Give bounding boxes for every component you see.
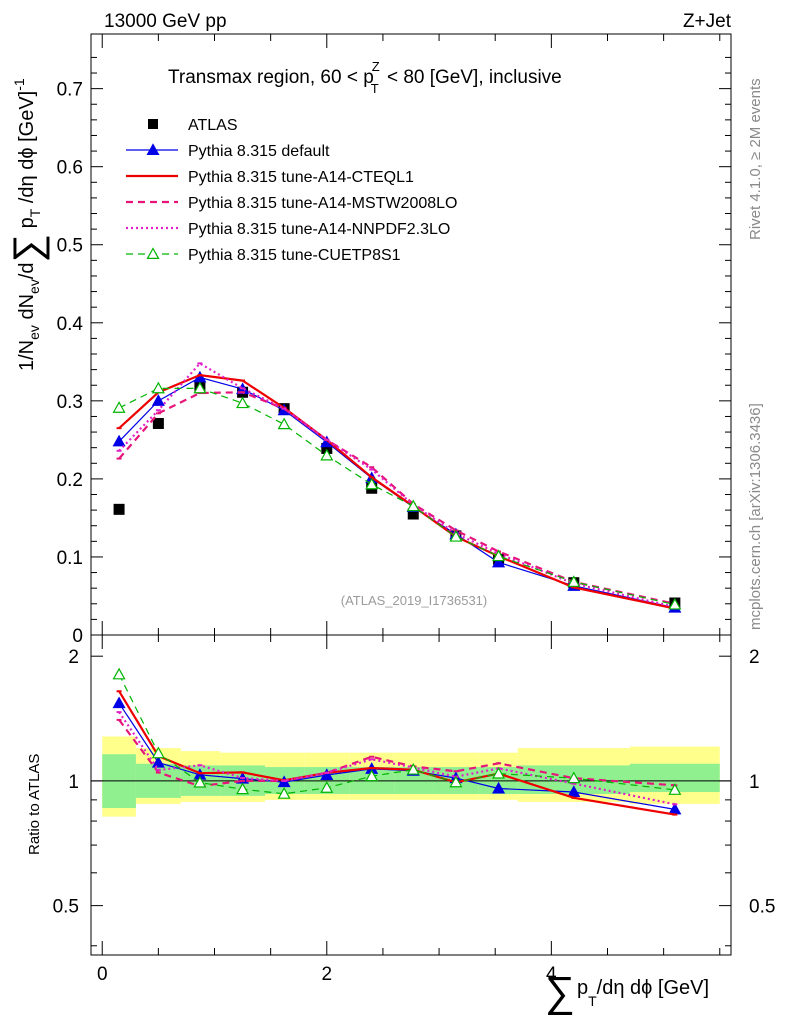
atlas-data-point — [407, 508, 419, 520]
y-tick-label: 0.5 — [57, 236, 83, 257]
y-tick-label: 0.6 — [57, 158, 83, 179]
legend-marker-atlas — [148, 119, 158, 129]
ratio-tick-label-left: 2 — [68, 647, 79, 668]
legend-label: Pythia 8.315 tune-A14-NNPDF2.3LO — [188, 221, 450, 238]
main-plot-frame — [90, 33, 732, 636]
y-tick-label: 0 — [72, 626, 83, 647]
axis-tick-labels: 00.10.20.30.40.50.60.70 2 40.5 0.51 12 2 — [53, 80, 776, 985]
series-point-5 — [151, 381, 165, 394]
legend-label: Pythia 8.315 tune-A14-MSTW2008LO — [188, 195, 457, 212]
atlas-data-point — [321, 442, 333, 454]
series-line-1 — [118, 376, 676, 609]
series-line-2 — [118, 373, 676, 610]
ratio-line-1 — [118, 702, 676, 810]
y-tick-label: 0.3 — [57, 392, 83, 413]
legend-label: Pythia 8.315 tune-CUETP8S1 — [188, 247, 401, 264]
series-point-1 — [112, 434, 126, 447]
y-tick-label: 0.2 — [57, 470, 83, 491]
ratio-line-5 — [118, 674, 675, 795]
ratio-point-5 — [668, 783, 682, 795]
analysis-watermark: (ATLAS_2019_I1736531) — [341, 593, 487, 608]
rivet-label: Rivet 4.1.0, ≥ 2M events — [747, 78, 764, 240]
series-line-4 — [118, 361, 676, 608]
plot-title: Transmax region, 60 < pZ T < 80 [GeV], in… — [168, 59, 562, 96]
ratio-plot-frame — [90, 634, 732, 956]
series-point-1 — [151, 394, 165, 406]
ratio-line-3 — [118, 719, 675, 788]
svg-text:1/Nev dNev/d∑ pT /dη dϕ [GeV]: 1/Nev dNev/d∑ pT /dη dϕ [GeV]-1 — [6, 78, 50, 371]
x-tick-label: 0 — [97, 964, 108, 985]
atlas-data-point — [113, 503, 125, 515]
ratio-point-5 — [193, 775, 207, 788]
ratio-tick-label-right: 2 — [749, 647, 760, 668]
x-tick-label: 2 — [322, 964, 333, 985]
mcplots-label: mcplots.cern.ch [arXiv:1306.3436] — [747, 403, 764, 630]
series-point-1 — [492, 555, 506, 568]
series-point-5 — [406, 499, 420, 512]
legend-marker-5 — [146, 247, 160, 259]
ratio-tick-label-right: 0.5 — [749, 897, 775, 918]
ratio-point-5 — [277, 787, 291, 799]
ratio-point-1 — [567, 785, 581, 797]
ratio-tick-label-left: 0.5 — [53, 897, 79, 918]
legend-label: Pythia 8.315 default — [188, 143, 330, 160]
ratio-y-axis-label: Ratio to ATLAS — [26, 754, 43, 855]
ratio-point-5 — [112, 667, 126, 680]
ratio-point-1 — [112, 696, 126, 709]
x-tick-label: 4 — [546, 964, 557, 985]
ratio-point-5 — [151, 746, 165, 759]
x-axis-label: ∑ pT/dη dϕ [GeV] — [545, 968, 709, 1015]
series-point-5 — [668, 597, 682, 610]
legend: ATLAS Pythia 8.315 default Pythia 8.315 tu… — [126, 117, 457, 264]
ratio-point-1 — [151, 755, 165, 768]
main-series-layer — [112, 361, 682, 613]
svg-text:∑pT/dη dϕ [GeV]: ∑ pT/dη dϕ [GeV] — [545, 968, 709, 1015]
series-line-3 — [118, 391, 676, 605]
series-point-5 — [365, 477, 379, 490]
series-point-5 — [492, 549, 506, 562]
main-y-axis-label: 1/Nev dNev/d∑ pT /dη dϕ [GeV]-1 — [6, 78, 50, 371]
ratio-point-5 — [449, 775, 463, 788]
ratio-series-layer — [112, 667, 682, 816]
series-point-5 — [236, 396, 250, 409]
legend-label: Pythia 8.315 tune-A14-CTEQL1 — [188, 169, 414, 186]
series-line-5 — [118, 387, 676, 606]
y-tick-label: 0.4 — [57, 314, 84, 335]
y-tick-label: 0.1 — [57, 548, 83, 569]
header-right: Z+Jet — [683, 11, 732, 32]
header-left: 13000 GeV pp — [104, 11, 227, 32]
ratio-point-1 — [492, 781, 506, 794]
ratio-point-5 — [492, 766, 506, 779]
y-tick-label: 0.7 — [57, 80, 83, 101]
ratio-point-5 — [567, 771, 581, 784]
ratio-tick-label-right: 1 — [749, 772, 760, 793]
ratio-line-4 — [118, 711, 676, 806]
ratio-tick-label-left: 1 — [68, 772, 79, 793]
series-point-5 — [320, 448, 334, 461]
legend-label: ATLAS — [188, 117, 238, 134]
series-point-5 — [567, 575, 581, 587]
ratio-point-5 — [365, 769, 379, 782]
series-point-5 — [277, 417, 291, 430]
ratio-line-2 — [118, 690, 676, 816]
ratio-point-5 — [320, 781, 334, 793]
series-point-5 — [112, 401, 126, 413]
atlas-data-point — [152, 417, 164, 429]
series-point-5 — [193, 381, 207, 394]
ratio-point-5 — [236, 782, 250, 795]
legend-marker-1 — [146, 143, 160, 155]
axis-ticks — [91, 34, 731, 955]
ratio-point-5 — [406, 762, 420, 775]
series-point-5 — [449, 529, 463, 542]
